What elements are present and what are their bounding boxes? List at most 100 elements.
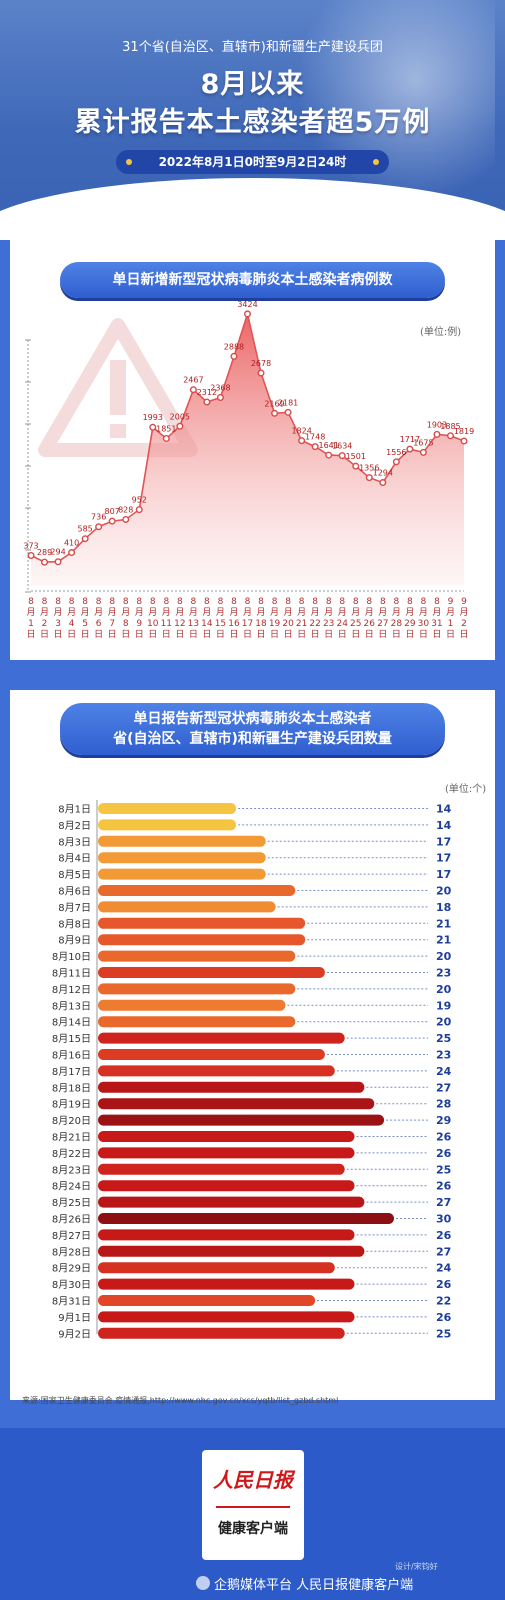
bar	[98, 901, 276, 913]
value-label: 17	[436, 852, 451, 865]
x-tick-label: 8	[42, 597, 48, 607]
value-label: 20	[436, 885, 452, 898]
x-tick-label: 8	[150, 597, 156, 607]
x-tick-label: 8	[407, 597, 413, 607]
data-point	[149, 423, 157, 431]
x-tick-label: 22	[309, 619, 320, 629]
bar	[98, 1131, 355, 1142]
bar	[98, 1163, 345, 1175]
value-label: 25	[436, 1163, 451, 1176]
x-tick-label: 月	[270, 607, 279, 618]
data-label: 1356	[359, 464, 379, 473]
category-label: 9月2日	[58, 1328, 91, 1340]
value-label: 26	[436, 1131, 452, 1144]
data-label: 289	[37, 548, 52, 557]
x-tick-label: 月	[392, 607, 401, 618]
data-point	[81, 535, 89, 543]
bar	[98, 1295, 316, 1306]
data-point	[379, 479, 387, 487]
x-tick-label: 8	[177, 597, 183, 607]
category-label: 8月31日	[52, 1296, 91, 1308]
x-tick-label: 8	[353, 597, 359, 607]
data-label: 3424	[237, 300, 257, 309]
x-tick-label: 日	[257, 629, 266, 640]
x-tick-label: 5	[82, 619, 88, 629]
x-tick-label: 8	[163, 597, 169, 607]
data-point	[27, 551, 35, 559]
x-tick-label: 17	[242, 619, 253, 629]
category-label: 8月26日	[52, 1214, 91, 1226]
x-tick-label: 月	[135, 607, 144, 618]
category-label: 8月3日	[58, 836, 91, 848]
x-tick-label: 28	[391, 619, 403, 629]
data-label: 1748	[305, 433, 325, 442]
date-range-badge: 2022年8月1日0时至9月2日24时	[116, 150, 389, 174]
designer-credit: 设计/宋钧好	[395, 1562, 438, 1571]
x-tick-label: 16	[228, 619, 240, 629]
x-tick-label: 18	[255, 619, 267, 629]
x-tick-label: 日	[189, 629, 198, 640]
penguin-icon	[196, 1576, 210, 1590]
x-tick-label: 月	[446, 607, 455, 618]
category-label: 8月5日	[58, 869, 91, 881]
x-tick-label: 7	[109, 619, 115, 629]
category-label: 8月13日	[52, 1000, 91, 1012]
x-tick-label: 25	[350, 619, 361, 629]
x-tick-label: 2	[461, 619, 467, 629]
data-label: 1903	[427, 420, 447, 429]
value-label: 19	[436, 999, 451, 1012]
x-tick-label: 8	[380, 597, 386, 607]
x-tick-label: 8	[231, 597, 237, 607]
bar	[98, 950, 296, 962]
x-tick-label: 8	[204, 597, 210, 607]
bar	[98, 835, 266, 847]
data-label: 1824	[291, 427, 311, 436]
category-label: 8月19日	[52, 1099, 91, 1111]
header-subtitle: 31个省(自治区、直辖市)和新疆生产建设兵团	[122, 40, 383, 55]
x-tick-label: 月	[54, 607, 63, 618]
x-tick-label: 8	[109, 597, 115, 607]
x-tick-label: 日	[67, 629, 76, 640]
data-label: 2005	[170, 412, 190, 421]
x-tick-label: 8	[366, 597, 372, 607]
data-label: 2312	[197, 388, 217, 397]
category-label: 8月4日	[58, 853, 91, 865]
bar	[98, 1114, 385, 1126]
x-tick-label: 8	[96, 597, 102, 607]
x-tick-label: 8	[258, 597, 264, 607]
x-tick-label: 1	[448, 619, 454, 629]
value-label: 26	[436, 1278, 452, 1291]
bar	[98, 1180, 355, 1192]
panel-gap	[10, 660, 495, 690]
x-tick-label: 日	[459, 629, 468, 640]
data-label: 1634	[332, 442, 352, 451]
bar	[98, 868, 266, 880]
data-point	[338, 452, 346, 460]
data-point	[352, 462, 360, 470]
x-tick-label: 日	[338, 629, 347, 640]
data-label: 736	[91, 513, 106, 522]
x-tick-label: 日	[40, 629, 49, 640]
category-label: 8月29日	[52, 1263, 91, 1275]
logo-divider	[216, 1506, 290, 1508]
data-label: 1501	[346, 452, 366, 461]
x-tick-label: 20	[282, 619, 294, 629]
value-label: 26	[436, 1311, 452, 1324]
bar	[98, 1032, 345, 1044]
data-label: 2678	[251, 359, 271, 368]
data-point	[230, 352, 238, 360]
bar	[98, 1081, 365, 1093]
x-tick-label: 8	[245, 597, 251, 607]
category-label: 8月20日	[52, 1115, 91, 1127]
data-label: 1675	[413, 438, 433, 447]
category-label: 8月8日	[58, 918, 91, 930]
bar	[98, 819, 237, 831]
x-tick-label: 1	[28, 619, 34, 629]
value-label: 21	[436, 934, 451, 947]
category-label: 8月23日	[52, 1164, 91, 1176]
category-label: 8月22日	[52, 1148, 91, 1160]
bar	[98, 1327, 345, 1339]
x-tick-label: 月	[459, 607, 468, 618]
x-tick-label: 日	[392, 629, 401, 640]
